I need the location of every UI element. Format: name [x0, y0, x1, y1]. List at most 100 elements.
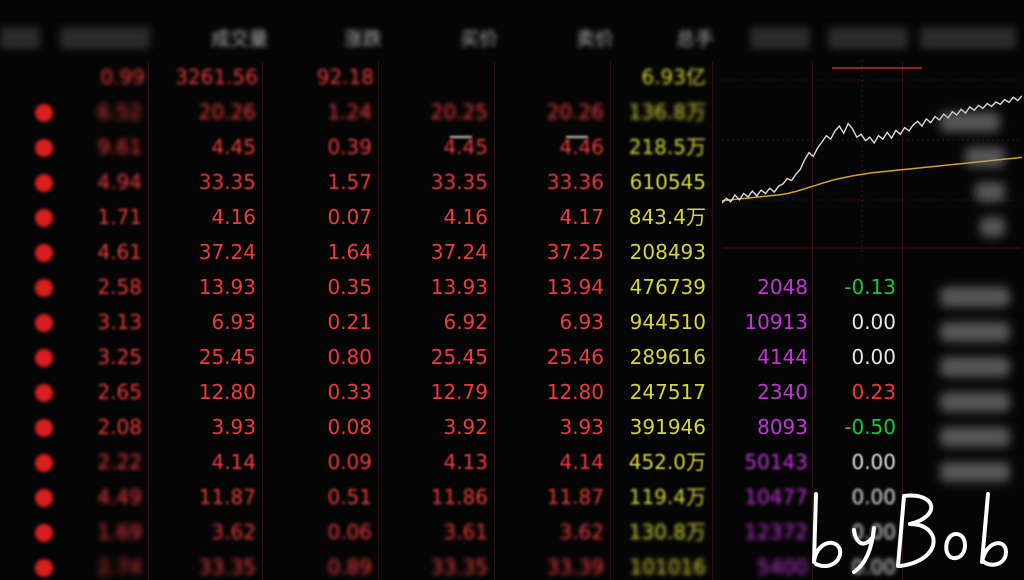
- table-row[interactable]: 1.69 3.62 0.06 3.61 3.62 130.8万 12372 0.00: [0, 515, 1024, 550]
- table-row[interactable]: 4.49 11.87 0.51 11.86 11.87 119.4万 10477 0.00: [0, 480, 1024, 515]
- grid-line: [712, 62, 713, 580]
- price: 33.35: [198, 555, 256, 579]
- current-hand: 4144: [757, 345, 808, 369]
- blurred-value: [940, 392, 1010, 412]
- blurred-value: [980, 217, 1005, 237]
- grid-line: [494, 62, 495, 580]
- bid-price: 4.45: [443, 135, 488, 159]
- bid-price: 13.93: [430, 275, 488, 299]
- change-pct: 2.65: [97, 380, 142, 404]
- change: 0.80: [327, 345, 372, 369]
- volume: 136.8万: [628, 100, 706, 124]
- status-dot-icon: [35, 314, 53, 332]
- change-speed: 0.00: [851, 310, 896, 334]
- current-hand: 50143: [744, 450, 808, 474]
- grid-line: [902, 62, 903, 580]
- volume: 247517: [629, 380, 706, 404]
- status-dot-icon: [35, 349, 53, 367]
- table-row[interactable]: 4.94 33.35 1.57 33.35 33.36 610545: [0, 165, 1024, 200]
- price: 6.93: [211, 310, 256, 334]
- table-row[interactable]: 6.52 20.26 1.24 20.25 20.26 136.8万: [0, 95, 1024, 130]
- volume: 101016: [629, 555, 706, 579]
- change: 0.39: [327, 135, 372, 159]
- ask-price: 11.87: [546, 485, 604, 509]
- change: 1.57: [327, 170, 372, 194]
- table-row[interactable]: 3.25 25.45 0.80 25.45 25.46 289616 4144 0.00: [0, 340, 1024, 375]
- change: 0.33: [327, 380, 372, 404]
- change: 0.89: [327, 555, 372, 579]
- table-row[interactable]: 4.61 37.24 1.64 37.24 37.25 208493: [0, 235, 1024, 270]
- change: 0.08: [327, 415, 372, 439]
- header-ask[interactable]: 卖价: [575, 28, 614, 50]
- ask-empty: [566, 136, 588, 138]
- change-pct: 2.74: [97, 555, 142, 579]
- bid-price: 6.92: [443, 310, 488, 334]
- change-pct: 2.08: [97, 415, 142, 439]
- blurred-value: [940, 287, 1010, 307]
- status-dot-icon: [35, 209, 53, 227]
- blurred-value: [940, 357, 1010, 377]
- change-pct: 4.61: [97, 240, 142, 264]
- volume: 476739: [629, 275, 706, 299]
- header-blur: [828, 27, 908, 49]
- summary-row[interactable]: 0.99 3261.56 92.18 6.93亿: [0, 60, 1024, 138]
- volume: 391946: [629, 415, 706, 439]
- header-bid[interactable]: 买价: [459, 28, 498, 50]
- header-change[interactable]: 涨跌: [343, 28, 382, 50]
- volume: 452.0万: [628, 450, 706, 474]
- status-dot-icon: [35, 419, 53, 437]
- status-dot-icon: [35, 279, 53, 297]
- current-hand: 10913: [744, 310, 808, 334]
- table-row[interactable]: 2.22 4.14 0.09 4.13 4.14 452.0万 50143 0.00: [0, 445, 1024, 480]
- volume: 610545: [629, 170, 706, 194]
- table-row[interactable]: 1.71 4.16 0.07 4.16 4.17 843.4万: [0, 200, 1024, 235]
- price: 25.45: [198, 345, 256, 369]
- bid-price: 33.35: [430, 555, 488, 579]
- status-dot-icon: [35, 384, 53, 402]
- price: 3.62: [211, 520, 256, 544]
- bid-price: 25.45: [430, 345, 488, 369]
- status-dot-icon: [35, 139, 53, 157]
- blurred-value: [940, 322, 1010, 342]
- header-blur: [60, 27, 150, 49]
- ask-price: 33.36: [546, 170, 604, 194]
- volume: 289616: [629, 345, 706, 369]
- signature-watermark: [812, 492, 1008, 574]
- volume: 130.8万: [628, 520, 706, 544]
- change-speed: 0.00: [851, 485, 896, 509]
- table-row[interactable]: 2.65 12.80 0.33 12.79 12.80 247517 2340 0.23: [0, 375, 1024, 410]
- blurred-value: [940, 462, 1010, 482]
- bid-price: 4.16: [443, 205, 488, 229]
- header-volume[interactable]: 成交量: [210, 28, 268, 50]
- ask-price: 25.46: [546, 345, 604, 369]
- change-speed: 0.00: [851, 450, 896, 474]
- price: 20.26: [198, 100, 256, 124]
- status-dot-icon: [35, 174, 53, 192]
- change: 1.64: [327, 240, 372, 264]
- table-row[interactable]: 9.61 4.45 0.39 4.45 4.46 218.5万: [0, 130, 1024, 165]
- change-pct: 9.61: [97, 135, 142, 159]
- header-total-hand[interactable]: 总手: [675, 28, 714, 50]
- intraday-price-line: [722, 95, 1022, 204]
- change-speed: -0.50: [844, 415, 896, 439]
- table-row[interactable]: 3.13 6.93 0.21 6.92 6.93 944510 10913 0.00: [0, 305, 1024, 340]
- change-speed: 0.00: [851, 345, 896, 369]
- current-hand: 8093: [757, 415, 808, 439]
- ask-price: 4.17: [559, 205, 604, 229]
- change: 0.21: [327, 310, 372, 334]
- table-row[interactable]: 2.58 13.93 0.35 13.93 13.94 476739 2048 -0.13: [0, 270, 1024, 305]
- blurred-value: [975, 182, 1005, 202]
- change-pct: 1.69: [97, 520, 142, 544]
- bid-empty: [450, 136, 472, 138]
- change: 0.51: [327, 485, 372, 509]
- table-row[interactable]: 2.08 3.93 0.08 3.92 3.93 391946 8093 -0.50: [0, 410, 1024, 445]
- ask-price: 4.46: [559, 135, 604, 159]
- bid-price: 37.24: [430, 240, 488, 264]
- price: 33.35: [198, 170, 256, 194]
- change: 0.09: [327, 450, 372, 474]
- ask-price: 37.25: [546, 240, 604, 264]
- ask-price: 12.80: [546, 380, 604, 404]
- ask-price: 33.39: [546, 555, 604, 579]
- change-speed: 0.23: [851, 380, 896, 404]
- table-row[interactable]: 2.74 33.35 0.89 33.35 33.39 101016 5400 0.00: [0, 550, 1024, 580]
